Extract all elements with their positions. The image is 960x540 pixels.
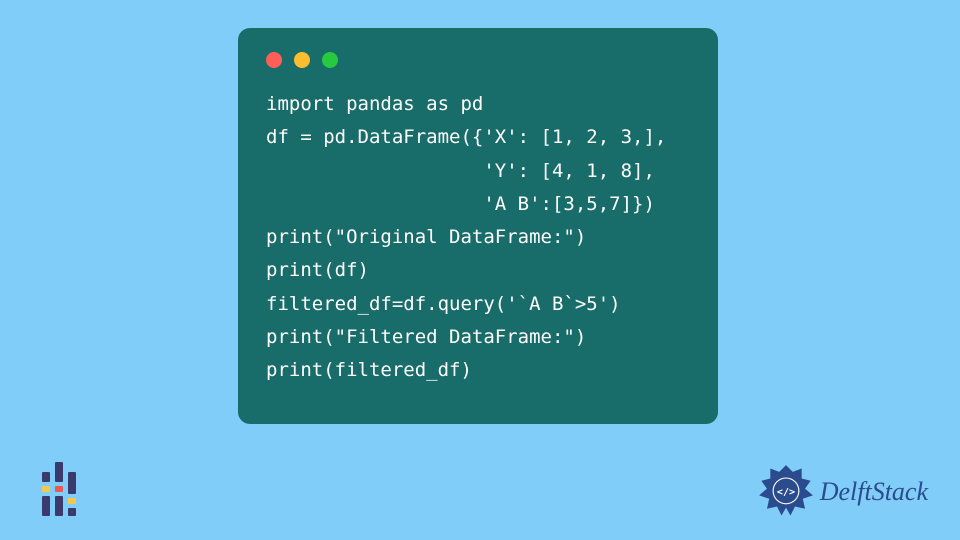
logo-bar xyxy=(42,472,50,516)
logo-bar-segment xyxy=(42,472,50,482)
logo-bar-segment xyxy=(42,496,50,516)
delftstack-logo: </> DelftStack xyxy=(758,464,928,520)
logo-bar-segment xyxy=(42,486,50,492)
close-icon xyxy=(266,52,282,68)
delftstack-icon: </> xyxy=(758,464,814,520)
traffic-lights xyxy=(266,52,690,68)
delftstack-label: DelftStack xyxy=(820,477,928,507)
logo-bar-segment xyxy=(68,472,76,494)
logo-bar xyxy=(68,472,76,516)
logo-bar-segment xyxy=(55,496,63,516)
logo-bar xyxy=(55,462,63,516)
code-block: import pandas as pd df = pd.DataFrame({'… xyxy=(266,88,690,387)
left-logo xyxy=(42,462,76,516)
logo-bar-segment xyxy=(55,486,63,492)
logo-bar-segment xyxy=(55,462,63,482)
svg-text:</>: </> xyxy=(777,487,795,498)
logo-bar-segment xyxy=(68,508,76,516)
maximize-icon xyxy=(322,52,338,68)
minimize-icon xyxy=(294,52,310,68)
logo-bar-segment xyxy=(68,498,76,504)
code-window: import pandas as pd df = pd.DataFrame({'… xyxy=(238,28,718,424)
